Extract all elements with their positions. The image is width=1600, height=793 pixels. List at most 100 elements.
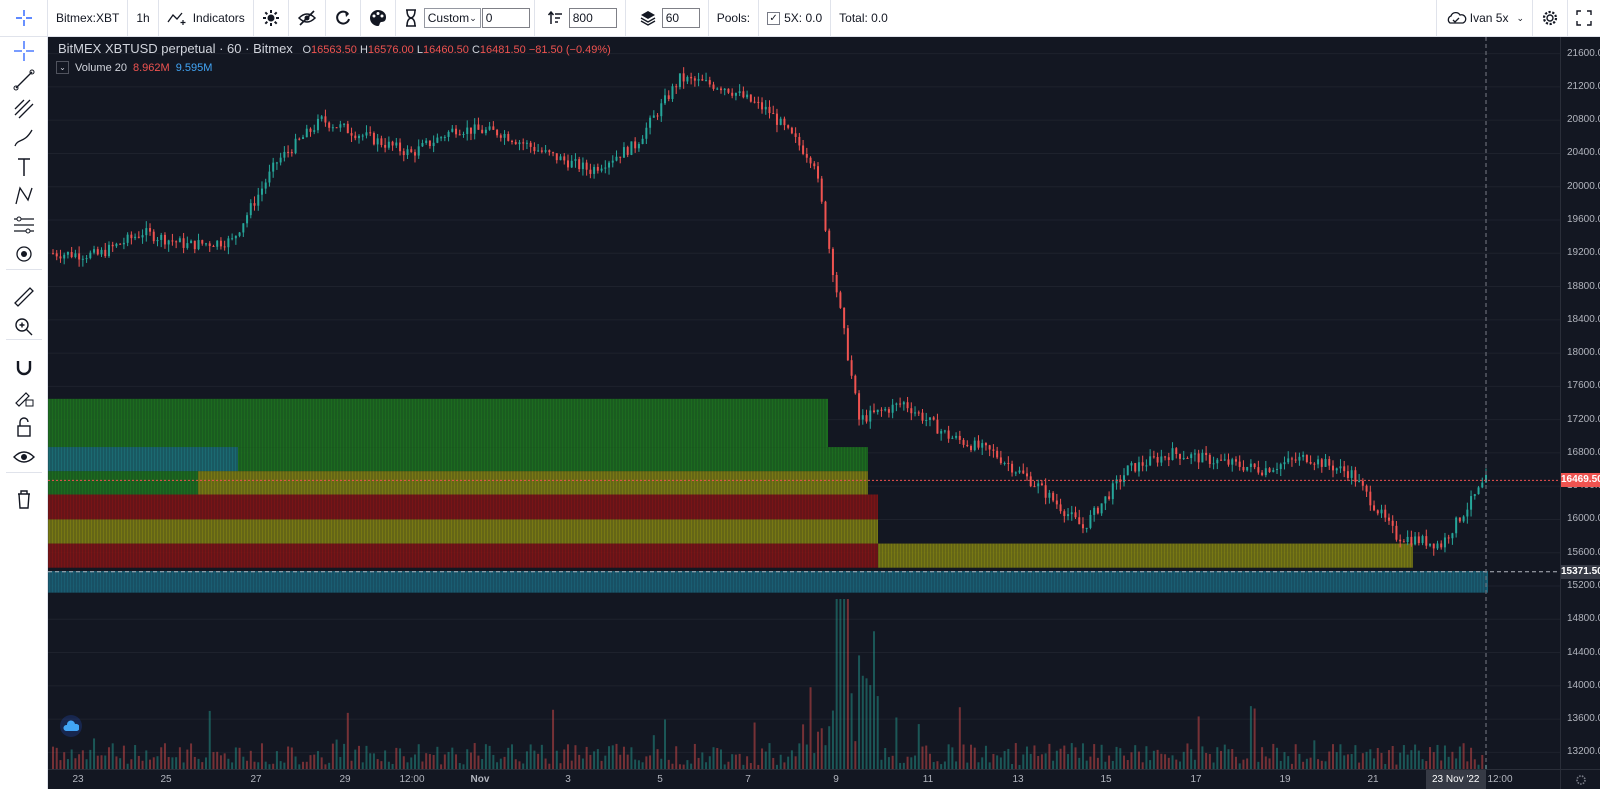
axis-corner-settings[interactable] [1560, 769, 1600, 789]
candle [1287, 458, 1290, 463]
candle [1268, 468, 1271, 473]
candle [552, 152, 555, 154]
volume-bar [1149, 760, 1152, 769]
chart-pane[interactable]: BitMEX XBTUSD perpetual · 60 · Bitmex O1… [48, 37, 1560, 769]
volume-bar [719, 749, 722, 769]
user-menu-button[interactable]: Ivan 5x ⌄ [1435, 0, 1533, 37]
volume-bar [488, 745, 491, 769]
candle [55, 253, 58, 257]
candle [525, 142, 528, 144]
checkbox-checked-icon[interactable]: ✓ [767, 11, 781, 25]
magnet-icon [16, 361, 32, 376]
candle [343, 123, 346, 125]
eye-off-icon [297, 10, 316, 26]
volume-bar [466, 749, 469, 769]
refresh-button[interactable] [326, 0, 361, 37]
sort-input[interactable] [568, 8, 617, 28]
candle [1320, 459, 1323, 467]
volume-bar [1175, 759, 1178, 769]
volume-bar [872, 631, 875, 769]
volume-bar [593, 751, 596, 769]
volume-bar [970, 744, 973, 769]
candle [350, 133, 353, 136]
time-axis[interactable]: 23 Nov '22 23 25 27 29 12:00 Nov 3 5 7 9 11 13 15 17 1… [48, 769, 1560, 789]
volume-bar [331, 743, 334, 769]
crosshair-tool[interactable] [8, 37, 40, 65]
volume-bar [671, 763, 674, 769]
lock-tool[interactable] [8, 413, 40, 441]
candle [231, 238, 234, 240]
lock-draw-tool[interactable] [8, 383, 40, 411]
candle [1175, 448, 1178, 455]
volume-value: 8.962M [132, 61, 170, 74]
volume-bar [1108, 755, 1111, 769]
candle [611, 160, 614, 163]
collapse-button[interactable]: ⌄ [56, 61, 69, 74]
candle [1052, 492, 1055, 501]
price-tick-label: 14800.00 [1567, 613, 1600, 625]
settings-sun-button[interactable] [254, 0, 289, 37]
magnet-tool[interactable] [8, 353, 40, 381]
volume-bar [1294, 744, 1297, 769]
indicators-button[interactable]: Indicators [159, 0, 254, 37]
volume-bar [384, 750, 387, 769]
volume-bar [197, 758, 200, 769]
price-tick-label: 15600.00 [1567, 546, 1600, 558]
zoom-tool[interactable] [8, 313, 40, 341]
volume-bar [175, 757, 178, 769]
trash-tool[interactable] [8, 485, 40, 513]
price-tick-label: 20000.00 [1567, 180, 1600, 192]
fullscreen-button[interactable] [1568, 0, 1600, 37]
volume-bar [223, 753, 226, 769]
profile-band [878, 543, 1413, 568]
layers-input[interactable] [661, 8, 700, 28]
candle [596, 166, 599, 171]
crosshair-corner[interactable] [0, 0, 48, 37]
brush-tool[interactable] [8, 124, 40, 152]
candle [992, 449, 995, 451]
logo-button[interactable] [60, 715, 82, 737]
volume-bar [1361, 753, 1364, 769]
time-tick-label: 23 [72, 774, 84, 785]
trash-icon [18, 490, 30, 509]
volume-bar [861, 675, 864, 769]
hide-button[interactable] [289, 0, 326, 37]
volume-bar [298, 764, 301, 769]
range-input[interactable] [481, 8, 530, 28]
ruler-icon [14, 287, 34, 307]
volume-bar [641, 762, 644, 769]
volume-bar [988, 762, 991, 769]
interval-button[interactable]: 1h [128, 0, 159, 37]
refresh-icon [335, 10, 350, 25]
ruler-tool[interactable] [8, 283, 40, 311]
range-select[interactable]: Custom ⌄ [423, 8, 481, 28]
checkbox-group[interactable]: ✓ 5X: 0.0 [759, 0, 832, 37]
text-tool[interactable] [8, 153, 40, 181]
price-tick-label: 15200.00 [1567, 580, 1600, 591]
price-axis[interactable]: 21600.00 21200.00 20800.00 20400.00 20000.00… [1560, 37, 1600, 769]
candle [1458, 517, 1461, 522]
target-tool[interactable] [8, 240, 40, 268]
color-palette-button[interactable] [361, 0, 396, 37]
fib-tool[interactable] [8, 95, 40, 123]
candle [63, 254, 66, 259]
candle [958, 435, 961, 440]
candle [186, 243, 189, 248]
volume-bar [1402, 745, 1405, 769]
chart-canvas[interactable] [48, 37, 1560, 769]
volume-bar [779, 754, 782, 769]
prediction-tool[interactable] [8, 211, 40, 239]
candle [705, 80, 708, 82]
chart-settings-button[interactable] [1533, 0, 1568, 37]
candle [484, 129, 487, 134]
volume-bar [1037, 755, 1040, 769]
volume-bar [1279, 760, 1282, 769]
candle [93, 249, 96, 253]
trend-line-tool[interactable] [8, 66, 40, 94]
volume-bar [309, 755, 312, 769]
eye-tool[interactable] [8, 443, 40, 471]
candle [977, 440, 980, 448]
volume-bar [358, 745, 361, 769]
symbol-search-button[interactable]: Bitmex:XBT [48, 0, 129, 37]
pattern-tool[interactable] [8, 182, 40, 210]
